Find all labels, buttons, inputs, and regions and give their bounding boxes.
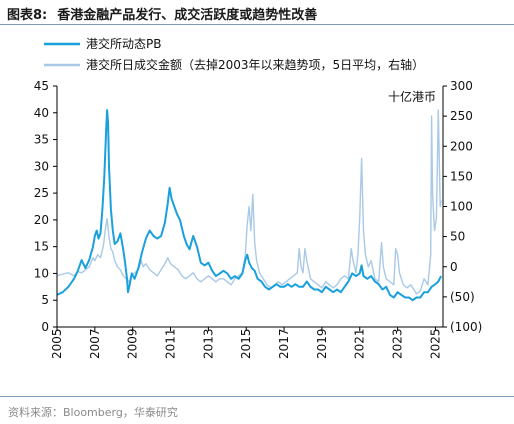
left-tick-label: 20 [34, 213, 49, 227]
right-tick-label: (100) [450, 320, 482, 334]
left-tick-label: 0 [41, 320, 49, 334]
axes: 051015202530354045(100)(50)0501001502002… [34, 79, 483, 359]
x-tick-label: 2023 [391, 328, 405, 359]
pb-series-line [56, 109, 442, 302]
footer-divider [0, 396, 514, 397]
legend: 港交所动态PB 港交所日成交金额（去掉2003年以来趋势项，5日平均，右轴） [44, 36, 424, 72]
title-divider [0, 24, 514, 25]
unit-label: 十亿港币 [388, 89, 436, 104]
right-tick-label: (50) [450, 290, 475, 304]
legend-label: 港交所动态PB [86, 36, 161, 51]
x-tick-label: 2015 [239, 328, 253, 359]
plot-area [56, 109, 442, 302]
left-tick-label: 25 [34, 186, 49, 200]
x-tick-label: 2021 [353, 328, 367, 359]
x-tick-label: 2011 [164, 328, 178, 359]
x-tick-label: 2009 [126, 328, 140, 359]
turnover-series-line [56, 109, 442, 295]
left-tick-label: 45 [34, 79, 49, 93]
x-tick-label: 2007 [88, 328, 102, 359]
chart: 051015202530354045(100)(50)0501001502002… [34, 36, 483, 359]
left-tick-label: 35 [34, 133, 49, 147]
x-tick-label: 2013 [201, 328, 215, 359]
right-tick-label: 250 [450, 109, 473, 123]
right-tick-label: 50 [450, 230, 465, 244]
right-tick-label: 200 [450, 139, 473, 153]
legend-label: 港交所日成交金额（去掉2003年以来趋势项，5日平均，右轴） [86, 57, 424, 72]
right-tick-label: 150 [450, 169, 473, 183]
right-tick-label: 0 [450, 260, 458, 274]
right-tick-label: 300 [450, 79, 473, 93]
x-tick-label: 2017 [277, 328, 291, 359]
left-tick-label: 15 [34, 240, 49, 254]
figure-label: 图表8: [7, 8, 48, 23]
right-tick-label: 100 [450, 200, 473, 214]
left-tick-label: 10 [34, 266, 49, 280]
left-tick-label: 30 [34, 159, 49, 173]
left-tick-label: 5 [41, 293, 49, 307]
x-tick-label: 2019 [315, 328, 329, 359]
x-tick-label: 2025 [428, 328, 442, 359]
figure-title-text: 香港金融产品发行、成交活跃度或趋势性改善 [57, 8, 318, 23]
source-note: 资料来源：Bloomberg，华泰研究 [8, 406, 178, 419]
x-tick-label: 2005 [50, 328, 64, 359]
figure-title: 图表8: 香港金融产品发行、成交活跃度或趋势性改善 [7, 4, 317, 23]
left-tick-label: 40 [34, 106, 49, 120]
